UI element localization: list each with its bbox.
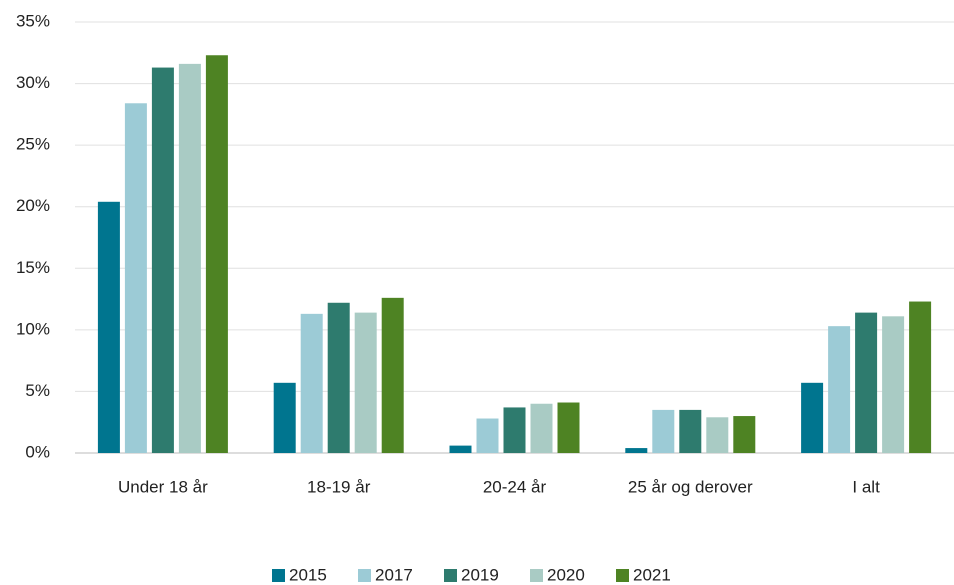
bar <box>909 301 932 453</box>
y-tick-label: 15% <box>16 258 50 277</box>
x-tick-label: Under 18 år <box>118 477 208 496</box>
bar <box>706 417 729 453</box>
y-tick-label: 10% <box>16 319 50 338</box>
bar <box>801 382 824 453</box>
legend-swatch <box>358 569 371 582</box>
bar <box>327 302 350 453</box>
legend-label: 2019 <box>461 565 499 584</box>
bar <box>205 55 228 454</box>
legend-swatch <box>530 569 543 582</box>
x-tick-label: 18-19 år <box>307 477 371 496</box>
bar <box>530 403 553 453</box>
legend-label: 2021 <box>633 565 671 584</box>
bar <box>476 418 499 453</box>
bar <box>855 312 878 453</box>
legend-swatch <box>444 569 457 582</box>
bar <box>828 326 851 453</box>
bar <box>449 445 472 453</box>
y-tick-label: 0% <box>25 442 50 461</box>
bar <box>151 67 174 453</box>
legend-label: 2015 <box>289 565 327 584</box>
x-tick-label: 20-24 år <box>483 477 547 496</box>
bar <box>273 382 296 453</box>
y-tick-label: 5% <box>25 381 50 400</box>
bar <box>381 297 404 453</box>
bar <box>97 201 120 453</box>
bar <box>557 402 580 453</box>
y-tick-label: 25% <box>16 135 50 154</box>
bar <box>124 103 147 453</box>
bar <box>300 313 323 453</box>
legend-swatch <box>272 569 285 582</box>
x-tick-label: I alt <box>852 477 880 496</box>
bar <box>652 409 675 453</box>
y-tick-label: 35% <box>16 11 50 30</box>
y-tick-label: 20% <box>16 196 50 215</box>
bar <box>178 63 201 454</box>
bar <box>679 409 702 453</box>
y-tick-label: 30% <box>16 73 50 92</box>
legend-label: 2017 <box>375 565 413 584</box>
x-tick-label: 25 år og derover <box>628 477 753 496</box>
bar <box>503 407 526 453</box>
legend-swatch <box>616 569 629 582</box>
bar <box>733 416 756 453</box>
legend-label: 2020 <box>547 565 585 584</box>
bar <box>625 448 648 453</box>
bar <box>882 316 905 453</box>
bar <box>354 312 377 453</box>
